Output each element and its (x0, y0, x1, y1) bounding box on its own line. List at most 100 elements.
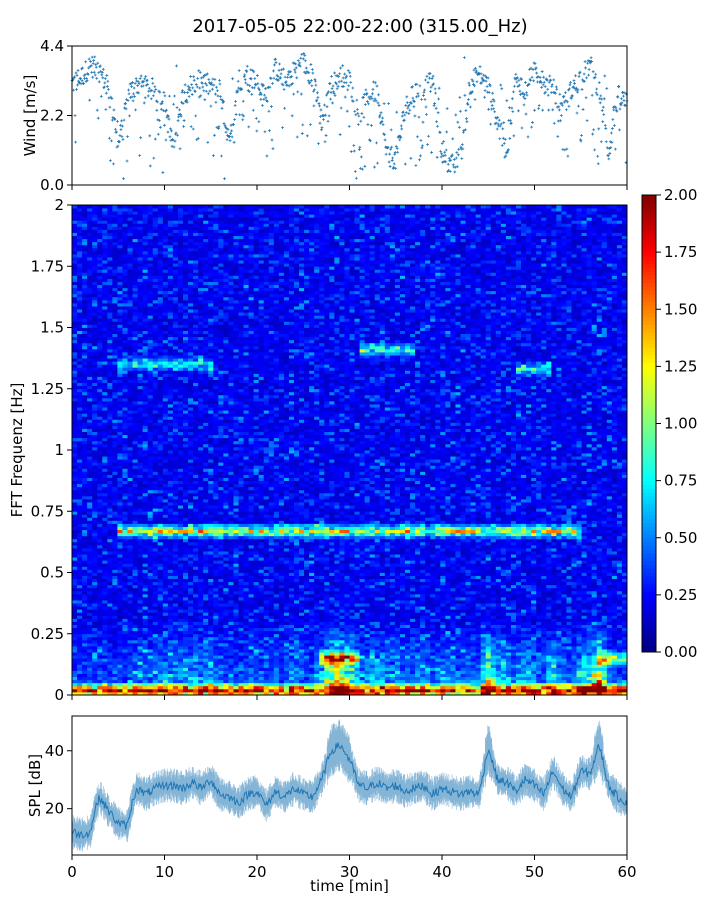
spectrogram-cell (122, 263, 128, 267)
spectrogram-cell (157, 495, 164, 500)
spectrogram-cell (132, 477, 138, 482)
spectrogram-cell (193, 679, 199, 684)
spectrogram-cell (112, 263, 118, 267)
spectrogram-cell (122, 299, 128, 304)
spectrogram-cell (97, 318, 103, 322)
spectrogram-cell (177, 250, 184, 255)
spectrogram-cell (162, 315, 169, 319)
spectrogram-cell (188, 673, 194, 678)
spectrogram-cell (112, 465, 118, 469)
spectrogram-cell (122, 413, 128, 417)
spectrogram-cell (152, 352, 159, 356)
spectrogram-cell (97, 477, 103, 482)
spectrogram-cell (188, 453, 194, 457)
spectrogram-cell (142, 639, 149, 644)
spectrogram-cell (92, 480, 98, 485)
wind-point (177, 115, 180, 119)
wind-point (402, 119, 406, 122)
spectrogram-cell (167, 544, 174, 549)
spectrogram-cell (92, 370, 98, 374)
wind-point (492, 99, 496, 103)
spectrogram-cell (162, 667, 169, 671)
spectrogram-cell (167, 266, 174, 270)
spectrogram-cell (167, 404, 174, 408)
spectrogram-cell (82, 682, 88, 687)
wind-point (168, 135, 172, 139)
spectrogram-cell (167, 263, 174, 267)
spectrogram-cell (102, 358, 108, 362)
spectrogram-cell (137, 367, 144, 371)
spectrogram-cell (137, 486, 144, 491)
spectrogram-cell (112, 538, 118, 543)
spectrogram-cell (177, 468, 184, 472)
spectrogram-cell (172, 670, 179, 674)
spectrogram-cell (122, 214, 128, 218)
spectrogram-cell (127, 566, 133, 570)
spectrogram-cell (188, 404, 194, 408)
wind-point (209, 81, 213, 85)
spectrogram-cell (82, 382, 88, 387)
wind-point (481, 77, 484, 81)
spectrogram-cell (172, 355, 179, 359)
spectrogram-cell (188, 232, 194, 237)
wind-point (486, 76, 490, 80)
spectrogram-cell (122, 609, 128, 613)
spectrogram-cell (92, 642, 98, 647)
spectrogram-cell (72, 499, 78, 503)
spectrogram-cell (77, 508, 83, 512)
spectrogram-cell (82, 548, 88, 552)
spectrogram-cell (82, 649, 88, 653)
spectrogram-cell (183, 667, 189, 671)
spectrogram-cell (107, 208, 113, 212)
spectrogram-cell (82, 336, 88, 341)
spectrogram-cell (188, 241, 194, 246)
spectrogram-cell (157, 241, 164, 246)
spectrogram-cell (97, 229, 103, 233)
spectrogram-cell (107, 691, 113, 696)
spectrogram-cell (137, 428, 144, 433)
spectrogram-cell (97, 541, 103, 546)
spectrogram-cell (132, 257, 138, 261)
spectrogram-cell (112, 422, 118, 426)
wind-point (201, 85, 205, 89)
spectrogram-cell (162, 446, 169, 451)
spectrogram-cell (152, 401, 159, 405)
spectrogram-cell (172, 370, 179, 374)
spectrogram-cell (132, 410, 138, 414)
spectrogram-cell (142, 450, 149, 454)
wind-point (136, 80, 140, 84)
spectrogram-cell (117, 590, 123, 595)
wind-point (313, 77, 317, 81)
spectrogram-cell (177, 367, 184, 371)
spectrogram-cell (162, 474, 169, 478)
spectrogram-cell (162, 422, 169, 426)
spectrogram-cell (152, 232, 159, 237)
spectrogram-cell (127, 456, 133, 460)
wind-point (419, 138, 423, 142)
wind-point (580, 133, 583, 137)
spectrogram-cell (183, 324, 189, 328)
spectrogram-cell (183, 514, 189, 518)
spectrogram-cell (147, 312, 154, 316)
spectrogram-cell (82, 538, 88, 543)
spectrogram-cell (117, 652, 123, 656)
spectrogram-cell (152, 557, 159, 561)
spectrogram-cell (72, 275, 78, 279)
wind-point (468, 92, 472, 96)
spectrogram-cell (92, 440, 98, 445)
spectrogram-cell (172, 315, 179, 319)
spectrogram-cell (107, 361, 113, 365)
wind-point (440, 152, 444, 156)
spectrogram-cell (147, 223, 154, 227)
wind-point (97, 71, 101, 75)
spectrogram-cell (87, 434, 93, 439)
spectrogram-cell (107, 474, 113, 478)
spectrogram-cell (117, 299, 123, 304)
wind-point (553, 91, 557, 95)
wind-point (210, 83, 214, 87)
spectrogram-cell (102, 471, 108, 475)
wind-point (516, 85, 520, 88)
wind-point (453, 165, 457, 169)
spectrogram-cell (92, 514, 98, 518)
